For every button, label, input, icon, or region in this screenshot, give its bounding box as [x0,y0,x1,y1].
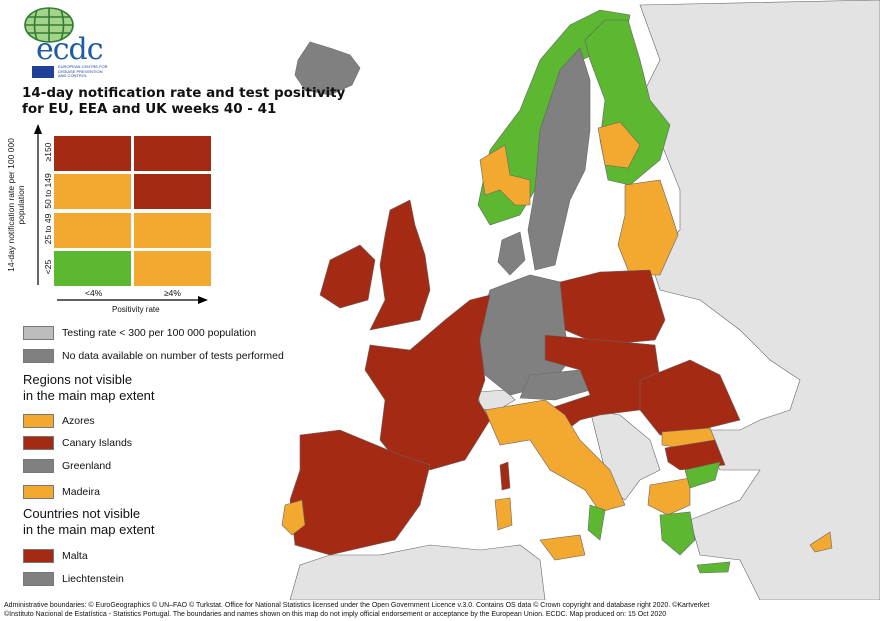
swatch-red [23,549,54,563]
map-title: 14-day notification rate and test positi… [22,85,345,117]
regions-heading: Regions not visible in the main map exte… [23,372,155,403]
corsica [499,461,511,491]
romania [639,359,741,436]
title-line-2: for EU, EEA and UK weeks 40 - 41 [22,101,277,117]
italy [484,399,626,513]
cell-lt25-ge4 [134,251,211,286]
heading-line: Countries not visible [23,506,141,521]
finland-orange [597,121,641,169]
cyprus [809,531,833,553]
row-label: 25 to 49 [43,213,53,245]
legend-label: No data available on number of tests per… [62,350,284,362]
non-eu-east [639,0,880,600]
legend-liechtenstein: Liechtenstein [23,571,124,587]
greece-green-north [684,461,721,489]
legend-testing-rate: Testing rate < 300 per 100 000 populatio… [23,325,256,341]
eu-flag-icon [32,66,54,78]
logo-wordmark: ecdc [36,32,104,67]
risk-matrix-legend: 14-day notification rate per 100 000 pop… [0,120,230,320]
legend-label: Liechtenstein [62,573,124,585]
austria [519,369,591,401]
uk [369,199,431,331]
globe-icon [24,7,74,43]
legend-label: Testing rate < 300 per 100 000 populatio… [62,327,257,339]
credits-line-2: ©Instituto Nacional de Estatística - Sta… [4,611,667,618]
swatch-orange [23,485,54,499]
legend-label: Malta [62,550,88,562]
cell-25-ge4 [134,213,211,248]
ireland [319,244,376,309]
non-eu-africa [289,544,546,600]
norway-orange [479,144,531,206]
sicily [539,534,586,561]
heading-line: in the main map extent [23,521,155,537]
italy-calabria [587,504,606,541]
credits: Administrative boundaries: © EuroGeograp… [4,601,879,619]
legend-label: Madeira [62,486,100,498]
crete [696,561,731,574]
cell-50-ge4 [134,174,211,209]
axis-arrows [34,124,208,304]
greece-green-south [659,511,696,556]
row-label: ≥150 [43,142,53,162]
poland [559,269,666,346]
swatch-dark-grey [23,459,54,473]
row-label: <25 [43,259,53,275]
cell-50-lt4 [54,174,131,209]
ecdc-logo: ecdc EUROPEAN CENTRE FOR DISEASE PREVENT… [14,4,108,78]
legend-malta: Malta [23,548,88,564]
europe-map [281,0,880,600]
col-label: <4% [85,288,103,298]
greece-orange [647,477,691,516]
legend-canary-islands: Canary Islands [23,435,132,451]
swatch-orange [23,414,54,428]
swatch-dark-grey [23,349,54,363]
swatch-dark-grey [23,572,54,586]
baltics [617,179,679,276]
legend-label: Azores [62,415,95,427]
legend-azores: Azores [23,413,95,429]
legend-label: Canary Islands [62,437,133,449]
sweden [527,47,591,271]
heading-line: Regions not visible [23,372,133,387]
countries-heading: Countries not visible in the main map ex… [23,506,155,537]
heading-line: in the main map extent [23,387,155,403]
logo-subtitle: EUROPEAN CENTRE FOR DISEASE PREVENTION A… [58,64,108,78]
cell-150-ge4 [134,136,211,171]
legend-label: Greenland [62,460,112,472]
legend-no-data: No data available on number of tests per… [23,348,284,364]
row-label: 50 to 149 [43,173,53,209]
cell-25-lt4 [54,213,131,248]
legend-madeira: Madeira [23,484,100,500]
cell-lt25-lt4 [54,251,131,286]
spain [289,429,431,556]
swatch-light-grey [23,326,54,340]
swatch-red [23,436,54,450]
legend-greenland: Greenland [23,458,111,474]
cell-150-lt4 [54,136,131,171]
iceland [294,41,361,96]
portugal-orange [281,499,306,536]
title-line-1: 14-day notification rate and test positi… [22,85,346,101]
denmark [497,231,526,276]
sardinia [494,497,513,531]
col-label: ≥4% [164,288,181,298]
matrix-x-axis-label: Positivity rate [112,305,160,314]
credits-line-1: Administrative boundaries: © EuroGeograp… [4,602,710,609]
